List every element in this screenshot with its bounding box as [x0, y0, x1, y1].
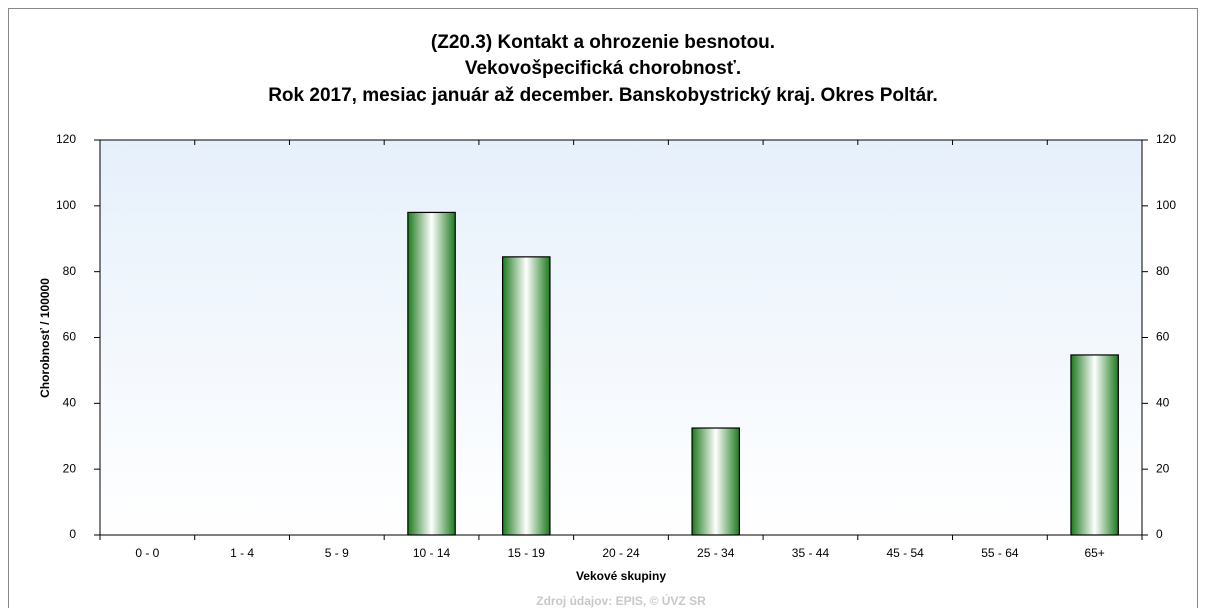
x-tick-label: 10 - 14: [413, 546, 451, 560]
y2-tick-label: 20: [1156, 461, 1170, 475]
x-tick-label: 0 - 0: [135, 546, 159, 560]
bar: [501, 256, 551, 536]
y-tick-label: 120: [56, 132, 76, 146]
y2-tick-label: 0: [1156, 527, 1163, 541]
x-tick-label: 20 - 24: [602, 546, 640, 560]
x-tick-label: 15 - 19: [508, 546, 546, 560]
y-tick-label: 20: [63, 461, 77, 475]
source: Zdroj údajov: EPIS, © ÚVZ SR: [536, 593, 706, 608]
chart-title: Rok 2017, mesiac január až december. Ban…: [268, 85, 938, 106]
plot-border: [99, 139, 1143, 536]
x-tick-label: 55 - 64: [981, 546, 1019, 560]
y2-tick-label: 80: [1156, 264, 1170, 278]
y-tick-label: 60: [63, 330, 77, 344]
x-axis-label: Vekové skupiny: [576, 569, 666, 583]
chart-title: (Z20.3) Kontakt a ohrozenie besnotou.: [431, 32, 775, 53]
bar: [1070, 354, 1119, 536]
y2-tick-label: 60: [1156, 330, 1170, 344]
y2-tick-label: 40: [1156, 396, 1170, 410]
y-axis-label: Chorobnosť / 100000: [38, 278, 52, 398]
bar: [691, 427, 741, 536]
y-tick-label: 80: [63, 264, 77, 278]
x-tick-label: 65+: [1084, 546, 1104, 560]
bar: [407, 211, 456, 536]
x-tick-label: 45 - 54: [887, 546, 925, 560]
y2-tick-label: 100: [1156, 198, 1176, 212]
chart-title: Vekovošpecifická chorobnosť.: [465, 58, 741, 79]
y-tick-label: 0: [69, 527, 76, 541]
x-tick-label: 25 - 34: [697, 546, 735, 560]
y-tick-label: 40: [63, 396, 77, 410]
x-tick-label: 35 - 44: [792, 546, 830, 560]
x-tick-label: 5 - 9: [325, 546, 349, 560]
x-tick-label: 1 - 4: [230, 546, 254, 560]
y2-tick-label: 120: [1156, 132, 1176, 146]
y-tick-label: 100: [56, 198, 76, 212]
plot-area: [100, 140, 1142, 535]
